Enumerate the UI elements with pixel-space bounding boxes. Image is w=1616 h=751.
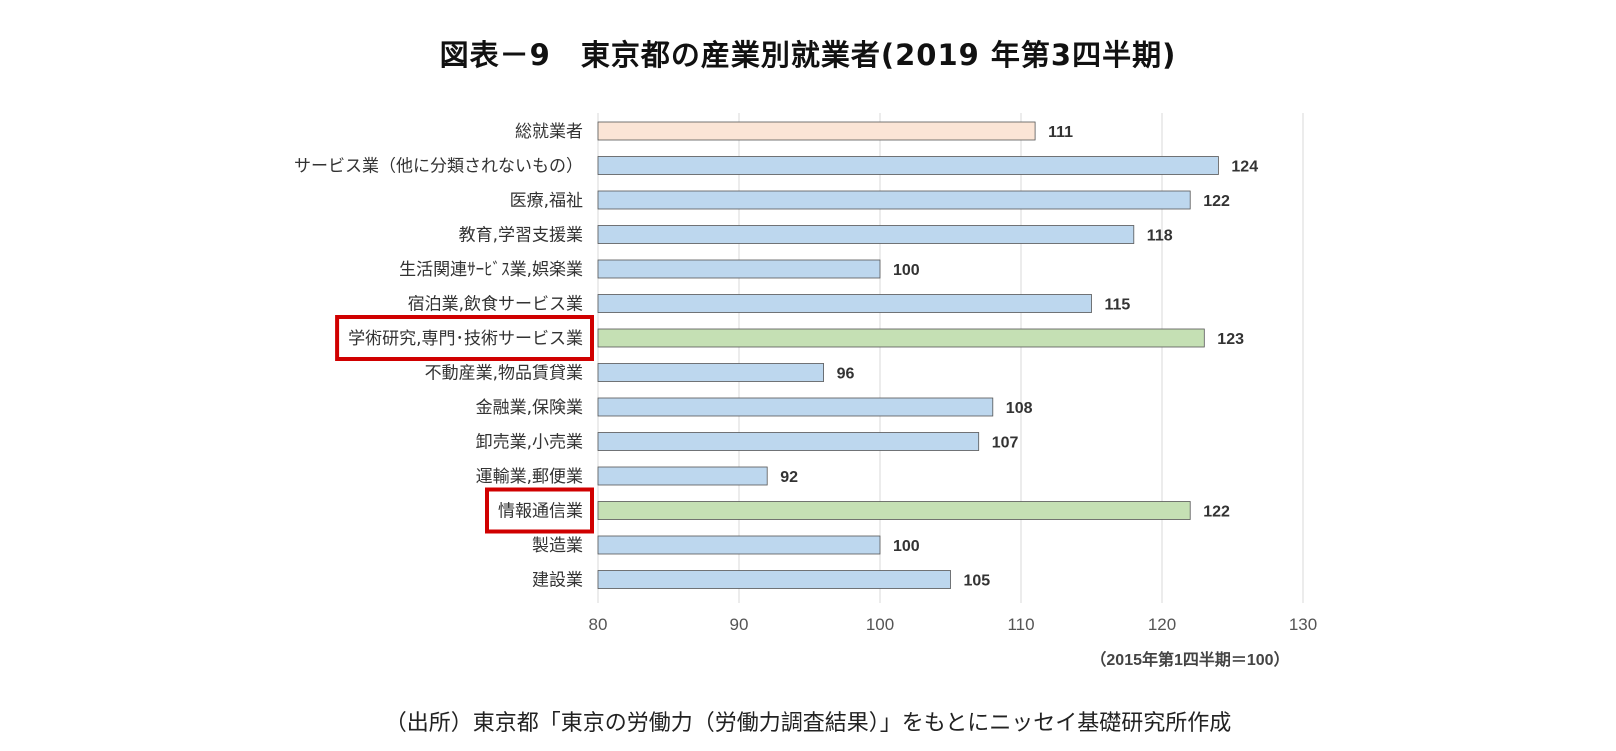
bar	[597, 121, 1036, 141]
chart-title: 図表－9 東京都の産業別就業者(2019 年第3四半期)	[439, 38, 1177, 72]
value-label: 100	[893, 538, 920, 555]
value-label: 123	[1217, 331, 1244, 348]
unit-note: （2015年第1四半期＝100）	[1090, 650, 1289, 669]
category-label: サービス業（他に分類されないもの）	[294, 157, 583, 177]
category-label: 宿泊業,飲食サービス業	[408, 295, 583, 315]
category-label: 卸売業,小売業	[476, 433, 583, 453]
source-note: （出所）東京都「東京の労働力（労働力調査結果）」をもとにニッセイ基礎研究所作成	[384, 711, 1232, 736]
bar	[597, 190, 1191, 210]
category-label: 医療,福祉	[510, 191, 583, 211]
bar	[597, 432, 980, 451]
category-label: 総就業者	[515, 122, 583, 142]
bar-chart: 80 90 100 110 120 130 総就業者 111 サービス業（他に分類されないもの）…	[294, 113, 1317, 669]
x-tick-label: 80	[589, 615, 608, 634]
bar	[597, 501, 1191, 520]
bar	[597, 294, 1092, 313]
category-label: 生活関連ｻｰﾋﾞｽ業,娯楽業	[399, 260, 583, 280]
x-tick-label: 100	[866, 615, 894, 634]
value-label: 115	[1105, 297, 1131, 314]
category-label: 運輸業,郵便業	[476, 467, 583, 487]
category-label: 学術研究,専門･技術サービス業	[348, 329, 583, 349]
x-tick-label: 110	[1007, 615, 1034, 634]
bar	[597, 535, 881, 555]
category-label: 金融業,保険業	[476, 398, 583, 418]
value-label: 111	[1048, 124, 1073, 141]
highlight-box	[485, 487, 594, 534]
bar	[597, 397, 994, 417]
value-label: 96	[837, 366, 855, 383]
labels: 80 90 100 110 120 130 総就業者 111 サービス業（他に分類されないもの）…	[294, 122, 1317, 634]
category-label: 教育,学習支援業	[459, 226, 583, 246]
x-tick-label: 120	[1148, 615, 1176, 634]
category-label: 情報通信業	[498, 502, 583, 522]
category-label: 不動産業,物品賃貸業	[425, 364, 583, 384]
value-label: 100	[893, 262, 920, 279]
x-tick-label: 90	[730, 615, 749, 634]
value-label: 122	[1203, 504, 1230, 521]
highlight-boxes	[335, 315, 594, 534]
value-label: 105	[964, 573, 991, 590]
value-label: 124	[1231, 159, 1258, 176]
bar	[597, 328, 1205, 348]
value-label: 122	[1203, 193, 1230, 210]
bar	[597, 259, 881, 279]
bar	[597, 363, 825, 382]
category-label: 建設業	[532, 571, 583, 591]
bar	[597, 570, 951, 589]
bar	[597, 225, 1135, 244]
value-label: 108	[1006, 400, 1033, 417]
value-label: 118	[1147, 228, 1173, 245]
value-label: 107	[992, 435, 1019, 452]
highlight-box	[335, 315, 594, 361]
value-label: 92	[780, 469, 798, 486]
bar	[597, 466, 768, 486]
category-label: 製造業	[532, 536, 583, 556]
gridlines	[597, 113, 1304, 603]
bars	[597, 121, 1219, 589]
x-tick-label: 130	[1289, 615, 1317, 634]
bar	[597, 156, 1219, 175]
